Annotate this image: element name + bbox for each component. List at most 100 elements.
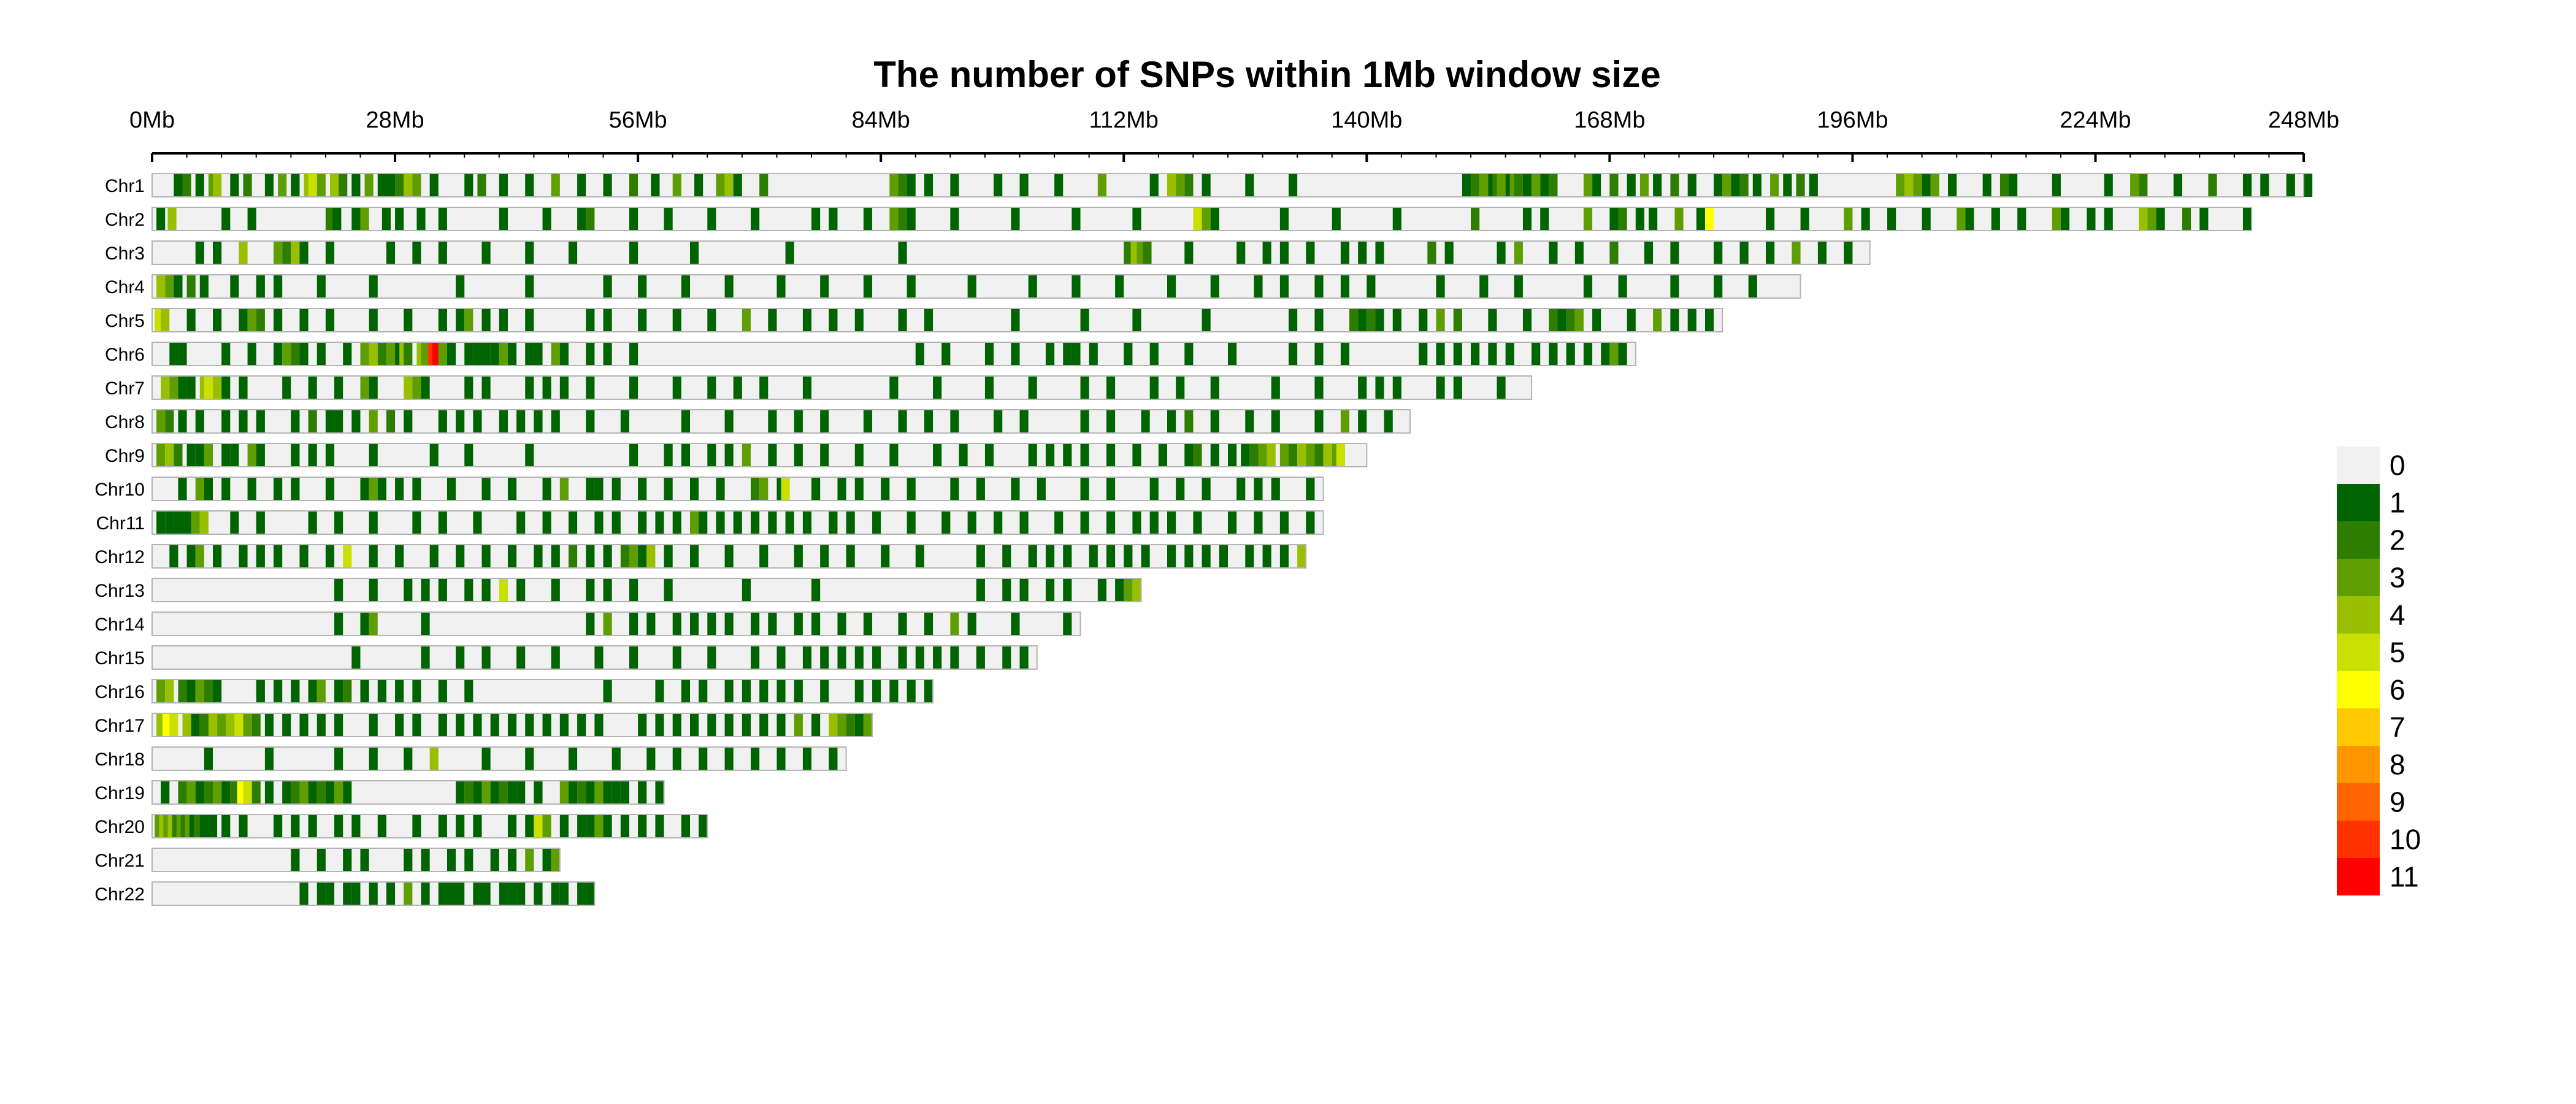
snp-window bbox=[412, 477, 421, 500]
snp-window bbox=[1297, 545, 1306, 568]
snp-window bbox=[1323, 443, 1332, 467]
snp-window bbox=[1670, 174, 1679, 197]
snp-window bbox=[178, 477, 187, 500]
snp-window bbox=[464, 443, 473, 467]
snp-window bbox=[1228, 511, 1237, 534]
snp-window bbox=[664, 545, 673, 568]
snp-window bbox=[208, 815, 218, 838]
snp-window bbox=[1419, 309, 1428, 332]
snp-window bbox=[395, 207, 404, 231]
snp-window bbox=[429, 443, 439, 467]
snp-window bbox=[247, 443, 256, 467]
chromosome-outline bbox=[151, 274, 1801, 299]
snp-window bbox=[421, 848, 430, 872]
snp-window bbox=[620, 410, 629, 433]
snp-window bbox=[1045, 443, 1055, 467]
snp-window bbox=[438, 410, 447, 433]
snp-window bbox=[664, 578, 673, 602]
snp-window bbox=[681, 275, 690, 298]
snp-window bbox=[525, 342, 534, 366]
snp-window bbox=[586, 815, 595, 838]
snp-window bbox=[690, 713, 699, 737]
snp-window bbox=[464, 848, 473, 872]
snp-window bbox=[1028, 275, 1037, 298]
snp-window bbox=[386, 241, 396, 264]
snp-window bbox=[664, 477, 673, 500]
snp-window bbox=[1817, 241, 1827, 264]
snp-window bbox=[837, 713, 846, 737]
snp-window bbox=[395, 680, 404, 703]
snp-window bbox=[1444, 241, 1454, 264]
chromosome-label: Chr21 bbox=[94, 851, 145, 871]
snp-window bbox=[213, 781, 222, 804]
snp-window bbox=[221, 477, 231, 500]
snp-window bbox=[2104, 174, 2113, 197]
snp-window bbox=[473, 713, 482, 737]
chromosome-outline bbox=[151, 173, 2304, 197]
snp-window bbox=[1844, 241, 1853, 264]
snp-window bbox=[559, 882, 569, 905]
snp-window bbox=[629, 241, 638, 264]
snp-window bbox=[1627, 174, 1636, 197]
snp-window bbox=[1674, 207, 1684, 231]
snp-window bbox=[603, 174, 612, 197]
snp-window bbox=[343, 781, 352, 804]
snp-window bbox=[976, 477, 985, 500]
snp-window bbox=[1115, 275, 1124, 298]
snp-window bbox=[308, 511, 317, 534]
snp-window bbox=[1089, 545, 1098, 568]
snp-window bbox=[247, 342, 256, 366]
snp-window bbox=[169, 376, 178, 399]
snp-window bbox=[481, 342, 491, 366]
snp-window bbox=[421, 376, 430, 399]
snp-window bbox=[915, 646, 924, 669]
snp-window bbox=[846, 511, 855, 534]
snp-window bbox=[473, 781, 482, 804]
snp-window bbox=[542, 511, 551, 534]
snp-window bbox=[1132, 511, 1141, 534]
snp-window bbox=[186, 781, 196, 804]
snp-window bbox=[2208, 174, 2217, 197]
snp-window bbox=[334, 410, 343, 433]
x-tick-label: 248Mb bbox=[2268, 107, 2339, 133]
snp-window bbox=[941, 342, 951, 366]
snp-window bbox=[551, 848, 560, 872]
snp-window bbox=[594, 477, 604, 500]
snp-window bbox=[1574, 309, 1584, 332]
snp-window bbox=[672, 747, 681, 770]
chromosome-outline bbox=[151, 308, 1723, 332]
snp-window bbox=[1505, 342, 1514, 366]
snp-window bbox=[1132, 578, 1141, 602]
snp-window bbox=[967, 511, 976, 534]
snp-window bbox=[1583, 174, 1593, 197]
snp-window bbox=[776, 275, 786, 298]
snp-window bbox=[1019, 646, 1029, 669]
snp-window bbox=[1106, 376, 1116, 399]
snp-window bbox=[811, 612, 821, 635]
snp-window bbox=[199, 511, 209, 534]
snp-window bbox=[1028, 545, 1037, 568]
snp-window bbox=[655, 511, 664, 534]
snp-window bbox=[369, 342, 378, 366]
snp-window bbox=[1601, 342, 1610, 366]
chromosome-outline bbox=[151, 443, 1368, 467]
snp-window bbox=[438, 511, 447, 534]
snp-window bbox=[1184, 174, 1194, 197]
snp-window bbox=[1583, 342, 1593, 366]
chromosome-row: Chr18 bbox=[94, 746, 847, 771]
snp-window bbox=[360, 680, 369, 703]
snp-window bbox=[481, 578, 491, 602]
snp-window bbox=[707, 207, 716, 231]
chromosome-row: Chr2 bbox=[105, 207, 2253, 231]
snp-window bbox=[1167, 511, 1176, 534]
chromosome-track bbox=[152, 174, 2304, 197]
snp-window bbox=[221, 376, 231, 399]
snp-window bbox=[221, 443, 231, 467]
chromosome-outline bbox=[151, 645, 1038, 670]
chromosome-row: Chr12 bbox=[94, 544, 1307, 569]
legend-label: 0 bbox=[2390, 450, 2405, 481]
snp-window bbox=[525, 443, 534, 467]
snp-window bbox=[308, 815, 317, 838]
x-tick-label: 140Mb bbox=[1331, 107, 1402, 133]
x-tick-label: 0Mb bbox=[129, 107, 175, 133]
